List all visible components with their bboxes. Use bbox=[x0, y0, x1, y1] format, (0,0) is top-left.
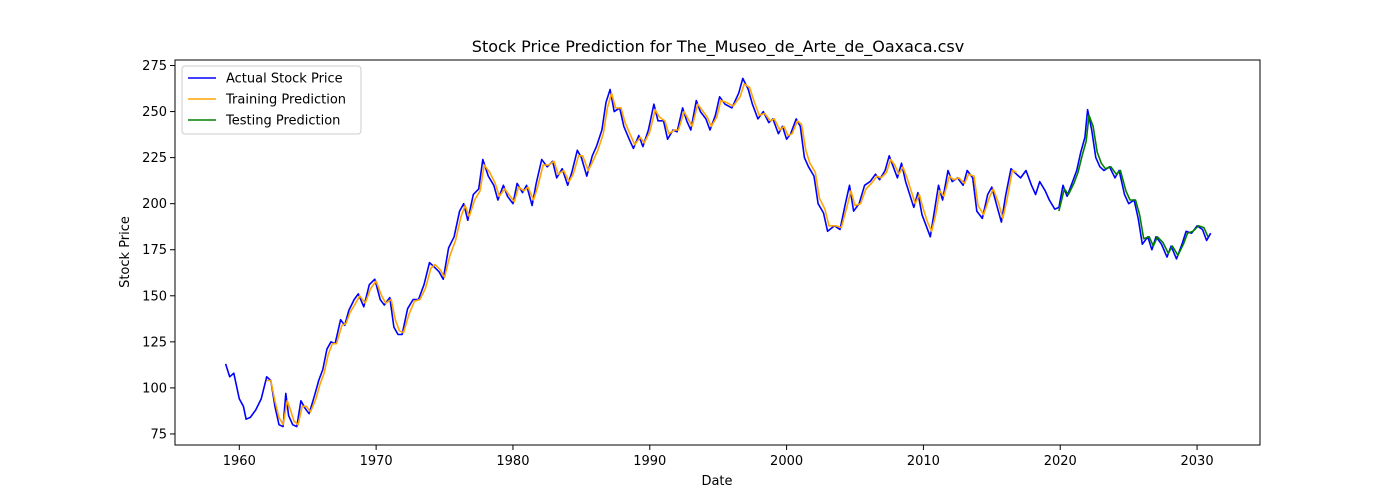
y-tick-label: 150 bbox=[142, 289, 167, 304]
x-tick-label: 2030 bbox=[1181, 454, 1214, 469]
y-tick-label: 175 bbox=[142, 243, 167, 258]
y-axis-title: Stock Price bbox=[118, 216, 133, 288]
x-tick-label: 2010 bbox=[907, 454, 940, 469]
y-tick-label: 275 bbox=[142, 59, 167, 74]
x-tick-label: 1970 bbox=[360, 454, 393, 469]
legend-label: Testing Prediction bbox=[225, 114, 340, 129]
legend-box bbox=[181, 65, 362, 135]
y-tick-label: 100 bbox=[142, 381, 167, 396]
legend: Actual Stock Price Training Prediction Tes… bbox=[181, 65, 362, 135]
series-layer bbox=[224, 77, 1212, 428]
x-tick-label: 2000 bbox=[770, 454, 803, 469]
series-line-1 bbox=[266, 83, 1017, 426]
x-tick-label: 1980 bbox=[496, 454, 529, 469]
plot-frame bbox=[174, 59, 1261, 446]
y-tick-label: 250 bbox=[142, 105, 167, 120]
y-tick-label: 225 bbox=[142, 151, 167, 166]
y-axis-ticks: 75 100 125 150 175 200 225 250 275 bbox=[142, 59, 175, 442]
chart-title: Stock Price Prediction for The_Museo_de_… bbox=[472, 37, 964, 57]
x-tick-label: 2020 bbox=[1044, 454, 1077, 469]
x-tick-label: 1960 bbox=[223, 454, 256, 469]
series-line-2 bbox=[1058, 114, 1209, 257]
y-tick-label: 200 bbox=[142, 197, 167, 212]
legend-label: Training Prediction bbox=[225, 93, 346, 108]
series-line-0 bbox=[224, 77, 1212, 428]
y-tick-label: 125 bbox=[142, 335, 167, 350]
x-axis-ticks: 1960 1970 1980 1990 2000 2010 2020 2030 bbox=[223, 445, 1214, 469]
x-axis-title: Date bbox=[701, 474, 732, 489]
x-tick-label: 1990 bbox=[633, 454, 666, 469]
y-tick-label: 75 bbox=[150, 427, 167, 442]
legend-label: Actual Stock Price bbox=[226, 72, 343, 87]
